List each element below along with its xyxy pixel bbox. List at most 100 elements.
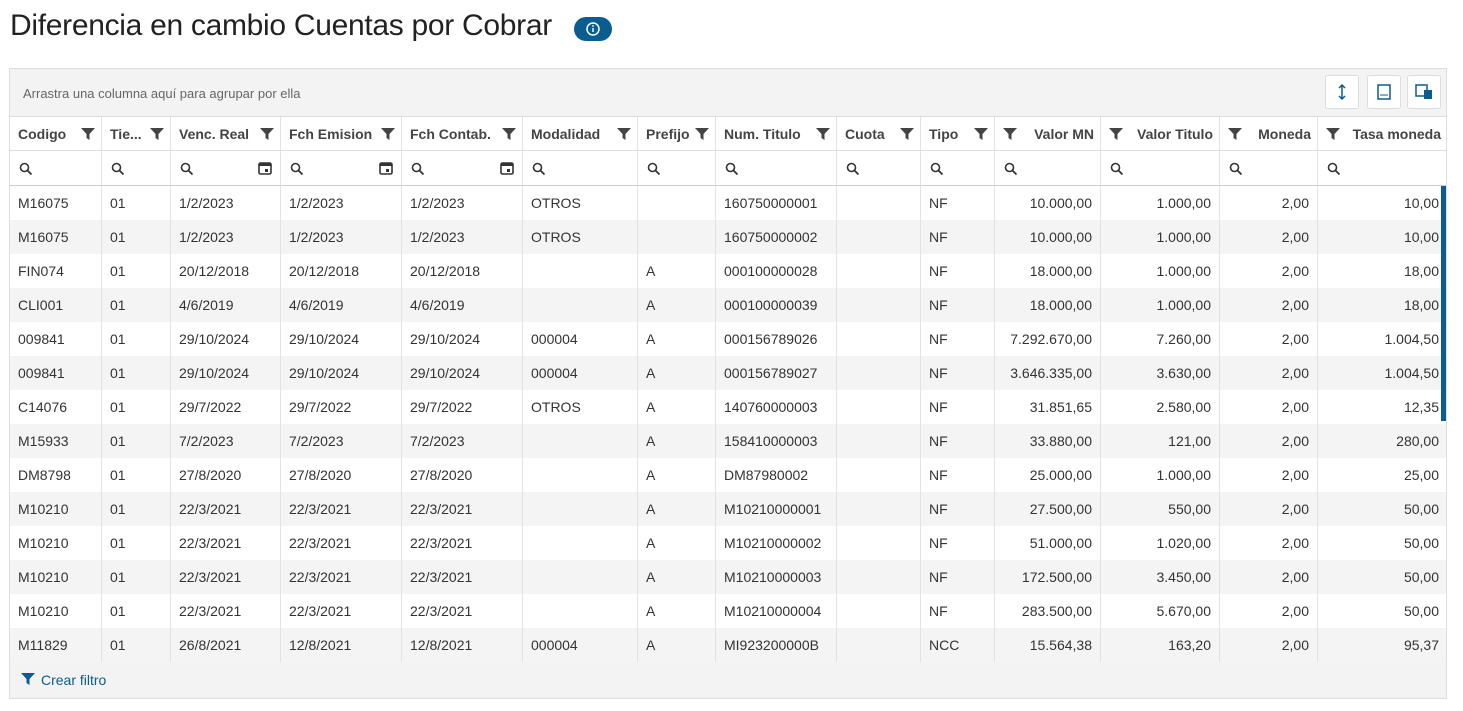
filter-cell[interactable] (638, 151, 716, 186)
search-icon-svg (846, 162, 860, 176)
filter-cell[interactable] (523, 151, 638, 186)
column-header[interactable]: Valor Titulo (1101, 117, 1220, 151)
table-cell (523, 254, 638, 288)
table-cell: 22/3/2021 (281, 560, 402, 594)
table-cell (837, 254, 921, 288)
column-header[interactable]: Prefijo (638, 117, 716, 151)
column-header[interactable]: Codigo (10, 117, 102, 151)
table-cell: 7/2/2023 (402, 424, 523, 458)
table-cell: 3.630,00 (1101, 356, 1220, 390)
row-background (10, 288, 1446, 322)
table-cell (837, 390, 921, 424)
table-cell: A (638, 560, 716, 594)
table-cell: 2,00 (1220, 526, 1318, 560)
toolbar-button[interactable] (1407, 75, 1441, 109)
filter-cell[interactable] (1220, 151, 1318, 186)
column-header[interactable]: Fch Emision (281, 117, 402, 151)
search-icon-svg (290, 162, 304, 176)
column-filter-icon-svg (695, 128, 709, 140)
table-cell: 4/6/2019 (281, 288, 402, 322)
table-cell: 000100000039 (716, 288, 837, 322)
search-icon-svg (930, 162, 944, 176)
column-header[interactable]: Modalidad (523, 117, 638, 151)
filter-cell[interactable] (716, 151, 837, 186)
info-button[interactable] (574, 17, 612, 41)
table-cell: M11829 (10, 628, 102, 662)
filter-cell[interactable] (402, 151, 523, 186)
table-cell: CLI001 (10, 288, 102, 322)
table-cell: 2,00 (1220, 390, 1318, 424)
table-cell: 22/3/2021 (281, 594, 402, 628)
table-cell: C14076 (10, 390, 102, 424)
column-header[interactable]: Cuota (837, 117, 921, 151)
row-background (10, 220, 1446, 254)
column-header[interactable]: Moneda (1220, 117, 1318, 151)
table-cell: 22/3/2021 (281, 526, 402, 560)
filter-cell[interactable] (921, 151, 995, 186)
table-cell: 22/3/2021 (171, 560, 281, 594)
scrollbar[interactable] (1441, 186, 1446, 421)
table-cell: 10,00 (1318, 220, 1446, 254)
table-cell: 10.000,00 (995, 220, 1101, 254)
filter-cell[interactable] (995, 151, 1101, 186)
column-header[interactable]: Tipo (921, 117, 995, 151)
table-cell: NF (921, 492, 995, 526)
table-cell (837, 322, 921, 356)
column-header[interactable]: Fch Contab. (402, 117, 523, 151)
filter-cell[interactable] (837, 151, 921, 186)
table-cell: 18,00 (1318, 254, 1446, 288)
column-header[interactable]: Venc. Real (171, 117, 281, 151)
table-cell: DM8798 (10, 458, 102, 492)
page-title: Diferencia en cambio Cuentas por Cobrar (10, 9, 552, 42)
row-background (10, 390, 1446, 424)
column-header[interactable]: Tasa moneda (1318, 117, 1446, 151)
table-cell: 000004 (523, 322, 638, 356)
search-icon-svg (1229, 162, 1243, 176)
table-cell: 000156789027 (716, 356, 837, 390)
calendar-icon-svg (379, 162, 393, 175)
table-cell: 18.000,00 (995, 254, 1101, 288)
icon (1377, 84, 1391, 100)
search-icon (845, 161, 861, 177)
column-header[interactable]: Tie... (102, 117, 171, 151)
table-cell: NF (921, 458, 995, 492)
filter-cell[interactable] (10, 151, 102, 186)
table-cell: 29/7/2022 (171, 390, 281, 424)
table-cell: 7/2/2023 (281, 424, 402, 458)
filter-cell[interactable] (1101, 151, 1220, 186)
table-cell (523, 560, 638, 594)
row-background (10, 594, 1446, 628)
table-cell: 27/8/2020 (171, 458, 281, 492)
table-cell: 172.500,00 (995, 560, 1101, 594)
toolbar-button[interactable] (1367, 75, 1401, 109)
table-cell: 01 (102, 220, 171, 254)
calendar-icon-svg (258, 162, 272, 175)
column-filter-icon-svg (974, 128, 988, 140)
grid-body: Codigo Tie... Venc. Real Fch Emision Fch Con… (10, 116, 1446, 662)
table-cell: NF (921, 594, 995, 628)
create-filter-link[interactable]: Crear filtro (41, 672, 107, 688)
column-header[interactable]: Valor MN (995, 117, 1101, 151)
table-cell: 01 (102, 492, 171, 526)
filter-cell[interactable] (102, 151, 171, 186)
table-cell: 29/10/2024 (281, 322, 402, 356)
column-filter-icon (501, 126, 517, 142)
table-cell: 29/10/2024 (402, 356, 523, 390)
table-cell: 160750000001 (716, 186, 837, 220)
table-cell: 15.564,38 (995, 628, 1101, 662)
column-header[interactable]: Num. Titulo (716, 117, 837, 151)
toolbar-button[interactable] (1325, 75, 1359, 109)
table-cell: 22/3/2021 (402, 560, 523, 594)
table-cell: A (638, 594, 716, 628)
table-cell: 29/10/2024 (171, 322, 281, 356)
filter-cell[interactable] (281, 151, 402, 186)
filter-cell[interactable] (171, 151, 281, 186)
table-cell: 18.000,00 (995, 288, 1101, 322)
table-cell: A (638, 356, 716, 390)
search-icon-svg (111, 162, 125, 176)
table-cell: 29/7/2022 (281, 390, 402, 424)
search-icon-svg (725, 162, 739, 176)
column-filter-icon-svg (381, 128, 395, 140)
search-icon-svg (1327, 162, 1341, 176)
filter-cell[interactable] (1318, 151, 1446, 186)
